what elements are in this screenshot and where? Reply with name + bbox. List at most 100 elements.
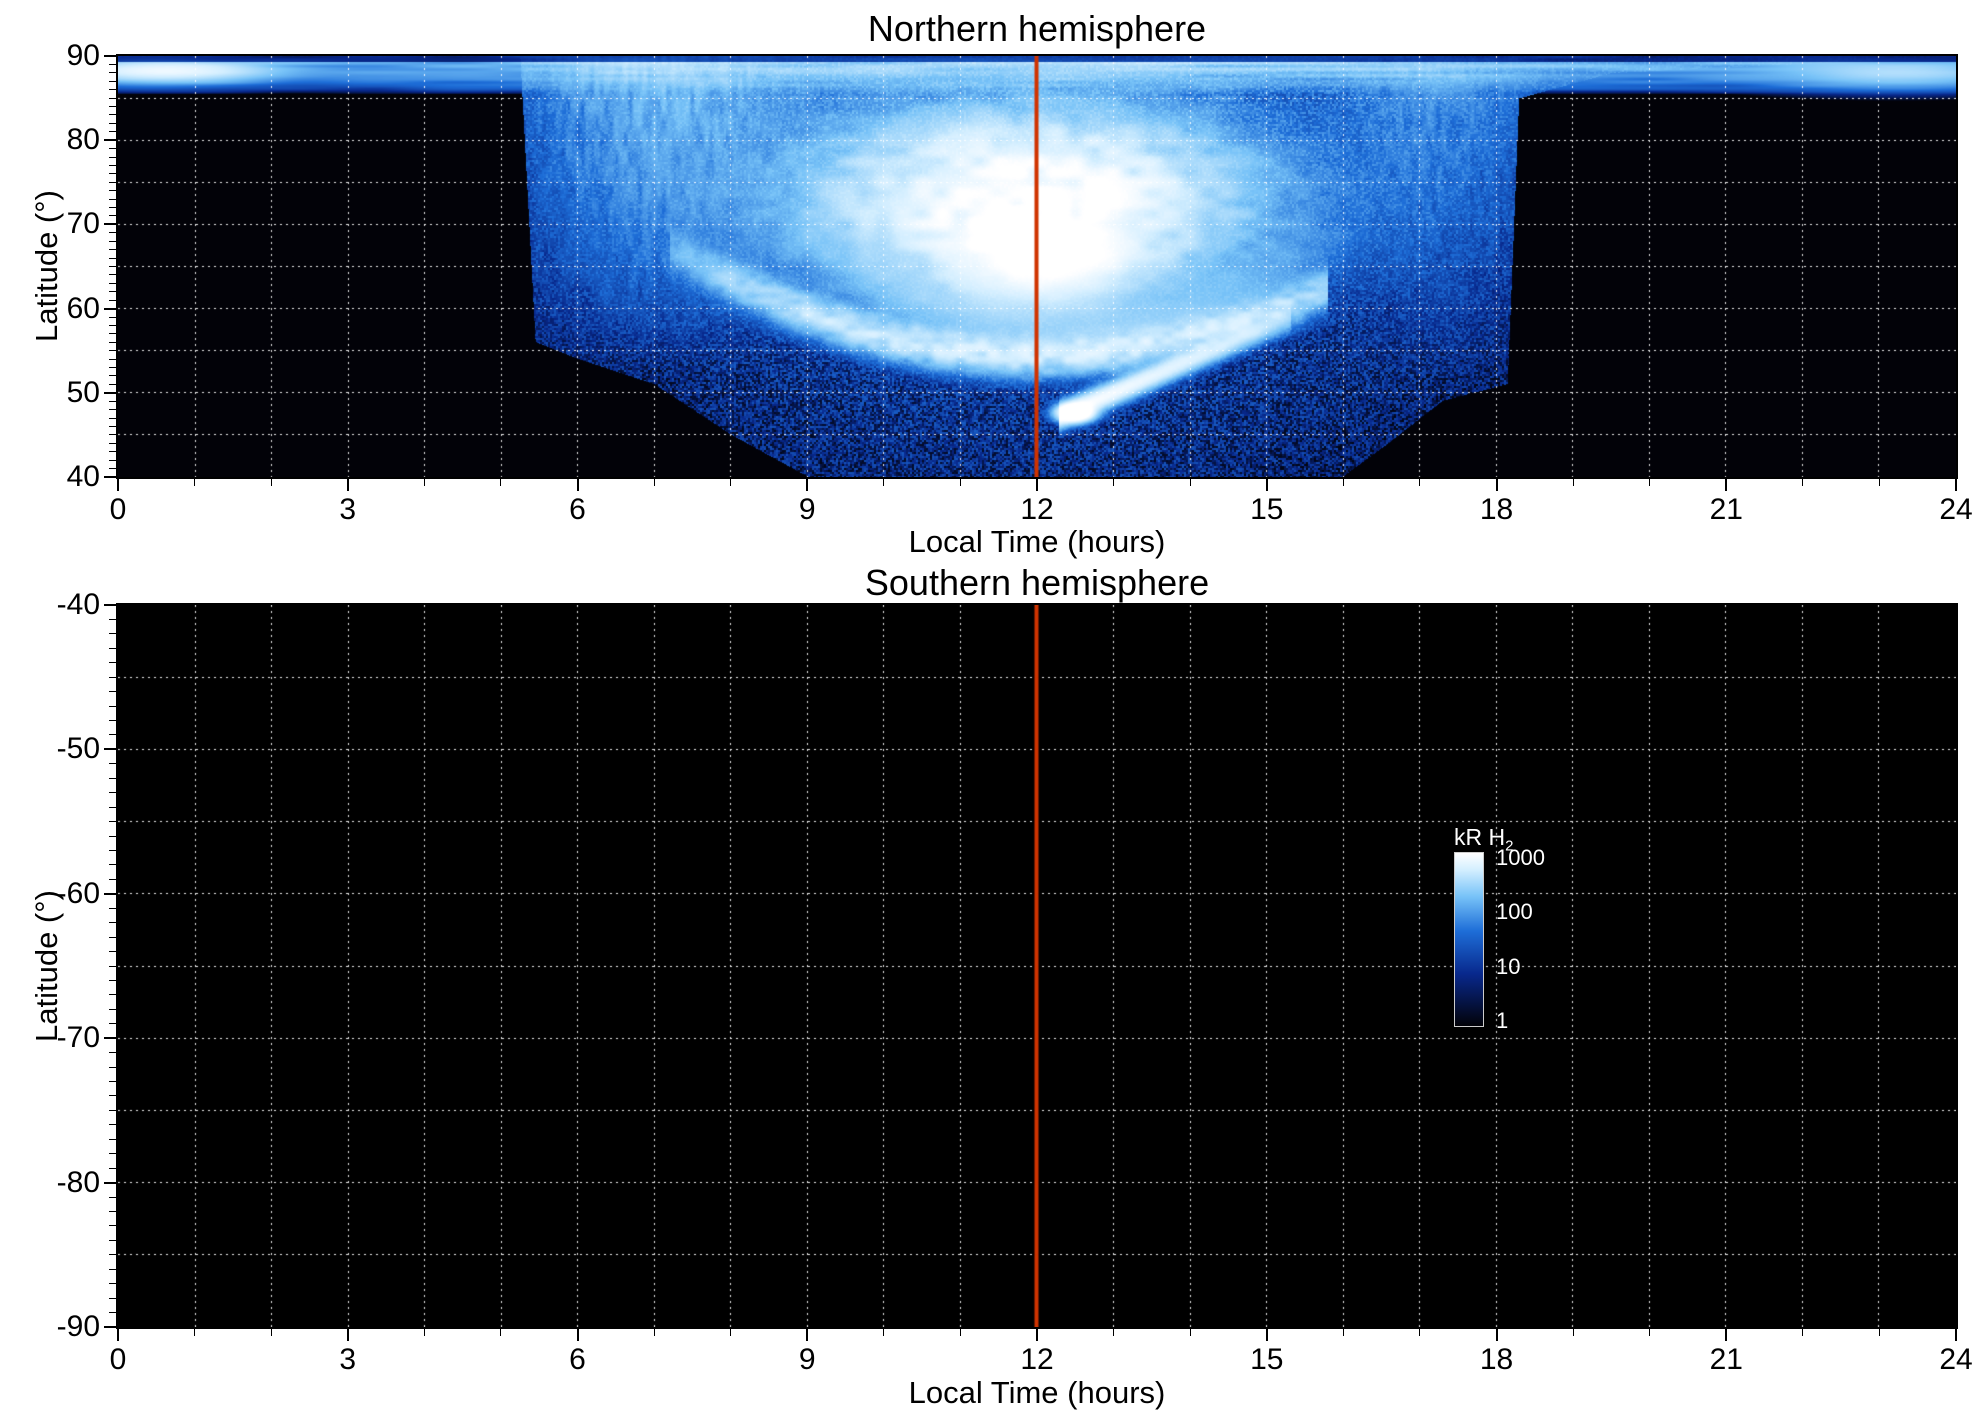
south-x-tick: [959, 1329, 961, 1336]
north-y-tick: [109, 266, 116, 267]
south-y-tick: [109, 849, 116, 851]
north-x-tick: [883, 479, 885, 486]
colorbar-label-subscript: 2: [1505, 837, 1514, 855]
south-x-tick-label: 24: [1939, 1343, 1973, 1376]
north-x-tick: [270, 479, 272, 486]
colorbar-tick-label: 100: [1496, 899, 1533, 925]
south-x-tick: [346, 1329, 349, 1341]
north-y-axis-label: Latitude (°): [29, 190, 64, 342]
south-x-tick-label: 12: [1020, 1343, 1054, 1376]
north-y-tick: [109, 173, 116, 175]
north-y-tick: [109, 97, 116, 99]
south-x-tick: [194, 1329, 196, 1336]
colorbar-label-text: kR H: [1454, 824, 1506, 850]
north-y-tick: [104, 476, 116, 478]
north-x-tick-label: 3: [339, 493, 357, 526]
north-y-tick: [109, 80, 116, 82]
south-x-tick-label: 9: [798, 1343, 816, 1376]
south-y-tick: [109, 647, 116, 649]
north-y-tick: [109, 316, 116, 318]
south-title: Southern hemisphere: [864, 562, 1210, 603]
north-x-tick: [806, 479, 809, 491]
south-y-tick-label: -80: [56, 1165, 100, 1199]
south-y-tick: [109, 1153, 116, 1155]
north-y-tick: [109, 383, 116, 385]
south-x-tick: [1725, 1329, 1728, 1341]
north-y-tick-label: 80: [66, 123, 100, 157]
south-y-tick: [109, 965, 116, 967]
north-y-tick: [104, 223, 116, 226]
north-x-tick: [1495, 479, 1498, 491]
south-y-tick: [109, 1124, 116, 1126]
north-heatmap: [118, 56, 1956, 477]
south-x-axis-label: Local Time (hours): [908, 1375, 1166, 1410]
south-y-tick: [109, 979, 116, 981]
north-y-tick: [109, 409, 116, 411]
south-y-tick: [104, 1326, 116, 1328]
colorbar: kR H2 1000 100 10 1: [1452, 824, 1602, 1054]
north-y-tick: [109, 350, 116, 352]
south-y-tick: [109, 1066, 116, 1068]
north-y-tick: [109, 106, 116, 108]
north-y-tick: [109, 164, 116, 166]
south-x-tick: [1419, 1329, 1421, 1336]
south-x-tick: [730, 1329, 732, 1336]
south-x-tick-label: 3: [339, 1343, 357, 1376]
north-y-tick: [109, 459, 116, 461]
north-y-tick: [109, 299, 116, 301]
south-y-tick: [109, 777, 116, 779]
north-y-tick: [109, 190, 116, 192]
south-y-tick-label: -70: [56, 1021, 100, 1055]
north-x-tick-label: 0: [109, 493, 127, 526]
south-x-tick: [500, 1329, 502, 1336]
south-y-tick-label: -60: [56, 876, 100, 910]
south-y-tick: [104, 604, 116, 606]
north-y-tick: [109, 324, 116, 326]
south-y-tick: [109, 1297, 116, 1299]
south-y-tick: [109, 878, 116, 880]
north-y-tick: [104, 139, 116, 142]
north-y-tick: [109, 400, 116, 402]
south-y-tick: [104, 1037, 116, 1040]
north-x-tick: [576, 479, 579, 491]
north-plot-area: [116, 54, 1958, 479]
south-y-tick: [109, 821, 116, 823]
north-x-tick: [1265, 479, 1268, 491]
north-y-tick: [109, 181, 116, 183]
south-x-tick-label: 15: [1250, 1343, 1284, 1376]
south-y-tick-label: -90: [56, 1310, 100, 1343]
south-y-tick: [109, 806, 116, 808]
north-y-tick: [104, 55, 116, 57]
south-y-tick: [109, 1268, 116, 1270]
north-x-tick: [194, 479, 196, 486]
north-x-tick: [1649, 479, 1651, 486]
south-y-tick: [109, 1008, 116, 1010]
north-y-tick-label: 50: [66, 375, 100, 409]
north-x-tick: [1878, 479, 1880, 486]
south-y-tick: [109, 662, 116, 664]
north-y-tick: [109, 198, 116, 200]
north-x-tick-label: 6: [569, 493, 586, 526]
south-x-tick-label: 21: [1709, 1343, 1743, 1376]
colorbar-label: kR H2: [1454, 824, 1513, 855]
north-y-tick: [109, 341, 116, 343]
south-y-tick: [109, 835, 116, 837]
north-y-tick: [109, 122, 116, 124]
north-y-tick: [109, 425, 116, 427]
north-y-tick: [109, 375, 116, 377]
south-x-tick: [1342, 1329, 1344, 1336]
north-x-tick-label: 12: [1020, 493, 1054, 526]
south-y-tick: [109, 691, 116, 693]
north-x-tick-label: 24: [1939, 493, 1973, 526]
south-y-tick: [104, 892, 116, 895]
south-x-tick-label: 18: [1479, 1343, 1514, 1376]
south-x-tick: [653, 1329, 655, 1336]
south-x-tick: [1036, 1329, 1038, 1341]
south-y-tick: [104, 748, 116, 751]
north-x-tick: [423, 479, 425, 486]
south-y-tick: [109, 1239, 116, 1241]
north-x-axis-label: Local Time (hours): [908, 524, 1166, 559]
south-heatmap: [118, 605, 1956, 1327]
north-x-tick-label: 9: [798, 493, 816, 526]
north-x-tick: [730, 479, 732, 486]
